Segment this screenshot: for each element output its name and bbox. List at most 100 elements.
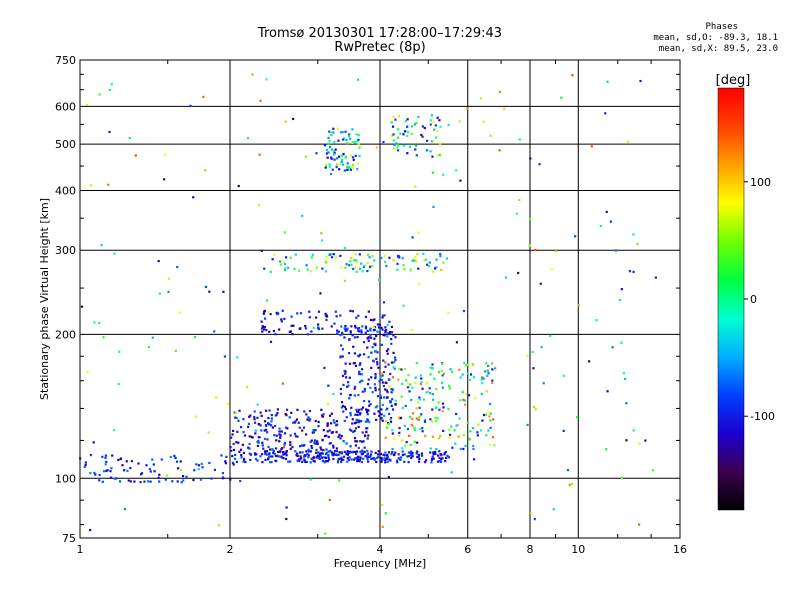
data-point (253, 410, 256, 413)
data-point (324, 270, 328, 273)
data-point (106, 469, 109, 472)
data-point (611, 346, 614, 349)
data-point (343, 279, 347, 282)
data-point (312, 429, 315, 432)
data-point (284, 412, 287, 416)
data-point (354, 326, 357, 329)
data-point (359, 457, 362, 460)
data-point (283, 317, 286, 320)
data-point (606, 80, 609, 83)
data-point (340, 406, 343, 409)
data-point (406, 455, 409, 458)
data-point (355, 440, 359, 443)
data-point (472, 447, 475, 451)
data-point (442, 429, 445, 432)
data-point (239, 425, 243, 429)
data-point (451, 446, 454, 449)
data-point (328, 165, 331, 168)
data-point (139, 481, 142, 484)
data-point (306, 452, 309, 456)
data-point (529, 157, 532, 160)
data-point (323, 366, 326, 370)
data-point (326, 424, 329, 427)
data-point (274, 414, 277, 417)
y-tick-label: 300 (55, 244, 76, 257)
data-point (347, 384, 350, 387)
data-point (534, 248, 537, 252)
data-point (421, 387, 424, 390)
data-point (356, 458, 359, 462)
data-point (208, 461, 211, 465)
data-point (332, 253, 336, 256)
data-point (301, 451, 304, 454)
data-point (317, 456, 320, 459)
data-point (294, 253, 297, 256)
data-point (237, 441, 240, 444)
data-point (339, 314, 342, 317)
data-point (375, 456, 379, 460)
data-point (261, 444, 264, 447)
data-point (625, 402, 628, 405)
data-point (344, 329, 347, 332)
data-point (330, 325, 333, 328)
data-point (464, 364, 467, 367)
data-point (254, 432, 257, 435)
data-point (123, 508, 126, 511)
data-point (357, 425, 360, 429)
data-point (432, 398, 435, 401)
data-point (442, 261, 445, 264)
data-point (110, 476, 113, 479)
data-point (628, 270, 632, 273)
data-point (388, 332, 391, 335)
data-point (153, 470, 156, 473)
data-point (133, 480, 136, 483)
data-point (227, 402, 230, 405)
data-point (353, 324, 357, 328)
data-point (366, 458, 369, 461)
data-point (440, 381, 444, 384)
data-point (355, 270, 358, 273)
data-point (620, 341, 623, 344)
data-point (262, 312, 265, 315)
data-point (341, 374, 345, 378)
data-point (270, 420, 273, 423)
data-point (332, 127, 335, 130)
data-point (438, 408, 441, 411)
data-point (364, 455, 367, 458)
data-point (157, 476, 160, 479)
data-point (290, 315, 293, 318)
data-point (486, 369, 489, 372)
data-point (322, 413, 325, 416)
data-point (288, 416, 291, 419)
data-point (340, 333, 344, 336)
data-point (378, 388, 381, 391)
data-point (366, 262, 369, 265)
data-point (472, 458, 476, 461)
data-point (329, 422, 333, 425)
data-point (315, 152, 318, 155)
data-point (343, 440, 346, 444)
data-point (281, 382, 284, 385)
data-point (409, 270, 413, 273)
data-point (258, 436, 261, 439)
data-point (392, 334, 395, 337)
data-point (369, 386, 372, 389)
data-point (307, 456, 310, 459)
data-point (284, 120, 287, 123)
data-point (108, 130, 111, 134)
data-point (414, 376, 417, 379)
data-point (442, 173, 445, 176)
data-point (358, 459, 361, 462)
data-point (402, 264, 405, 267)
data-point (432, 453, 435, 456)
data-point (231, 433, 234, 436)
data-point (181, 474, 185, 478)
data-point (327, 450, 330, 453)
data-point (413, 258, 416, 262)
data-point (298, 426, 301, 429)
data-point (377, 410, 380, 413)
data-point (472, 376, 476, 379)
data-point (384, 388, 387, 391)
data-point (374, 451, 377, 455)
data-point (361, 431, 364, 434)
